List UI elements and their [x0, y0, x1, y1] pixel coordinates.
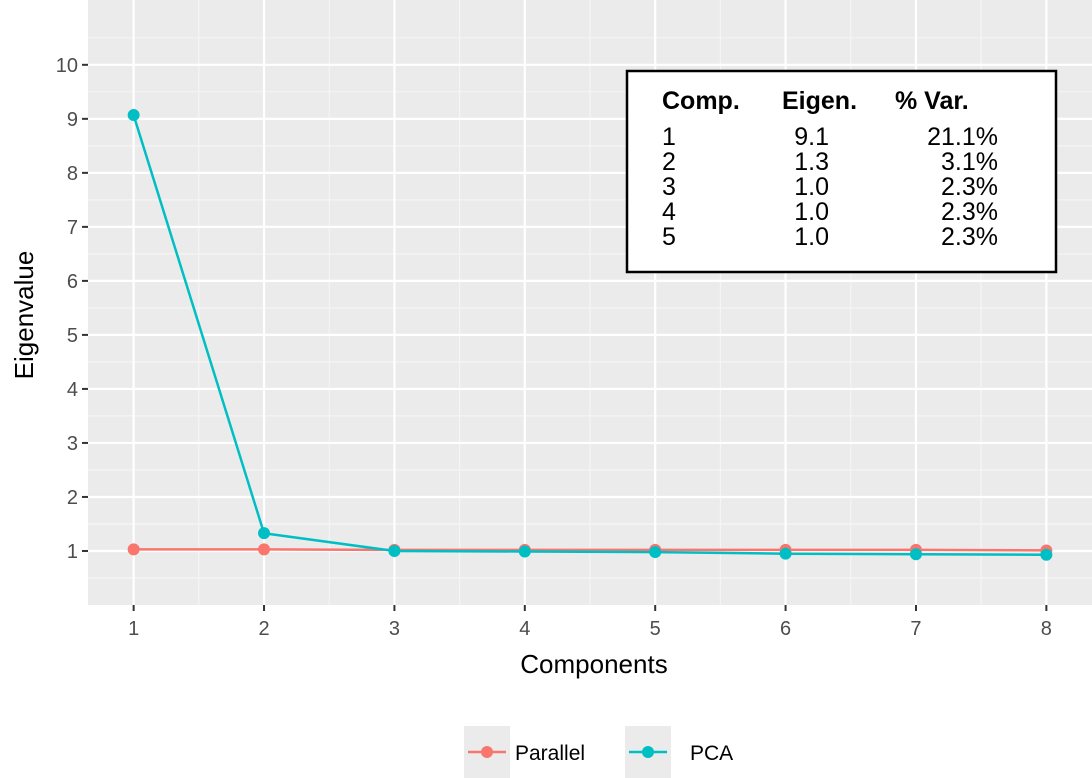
x-tick-label: 6 [780, 618, 791, 640]
x-tick-label: 3 [389, 618, 400, 640]
x-tick-label: 7 [910, 618, 921, 640]
y-tick-label: 4 [67, 379, 78, 401]
x-tick-label: 1 [128, 618, 139, 640]
pca-data-point [1040, 548, 1053, 561]
pca-data-point [518, 545, 531, 558]
y-tick-label: 3 [67, 433, 78, 455]
pca-legend-point [642, 746, 654, 758]
table-cell: 2.3% [941, 198, 998, 226]
table-header-cell: % Var. [895, 87, 969, 115]
stats-table: Comp. Eigen. % Var. 1 9.1 21.1% 2 1.3 3.1% 3 1.0 2.… [625, 69, 1058, 274]
y-tick-label: 10 [56, 55, 78, 77]
y-tick-label: 6 [67, 271, 78, 293]
table-cell: 3.1% [941, 148, 998, 176]
pca-data-point [258, 527, 271, 540]
pca-series-line [132, 114, 1047, 557]
pca-data-point [909, 548, 922, 561]
table-cell: 1 [662, 123, 676, 151]
table-cell: 9.1 [794, 123, 829, 151]
parallel-legend-point [481, 746, 493, 758]
x-axis-title: Components [520, 649, 667, 679]
y-tick-label: 9 [67, 109, 78, 131]
parallel-legend-label: Parallel [515, 742, 585, 765]
legend: Parallel PCA [464, 726, 733, 778]
y-tick-label: 8 [67, 163, 78, 185]
table-cell: 5 [662, 223, 676, 251]
parallel-data-point [258, 543, 271, 556]
pca-data-point [779, 547, 792, 560]
table-cell: 2.3% [941, 173, 998, 201]
table-cell: 2.3% [941, 223, 998, 251]
x-tick-label: 4 [519, 618, 530, 640]
table-cell: 2 [662, 148, 676, 176]
pca-data-point [649, 546, 662, 559]
table-cell: 1.0 [794, 173, 829, 201]
table-cell: 21.1% [927, 123, 998, 151]
y-tick-label: 7 [67, 217, 78, 239]
y-tick-label: 2 [67, 487, 78, 509]
series-layer [127, 109, 1053, 561]
table-header-cell: Comp. [662, 87, 740, 115]
x-tick-label: 2 [258, 618, 269, 640]
parallel-series-line [133, 548, 1047, 552]
pca-data-point [127, 109, 140, 122]
y-tick-label: 1 [67, 541, 78, 563]
parallel-data-point [127, 543, 140, 556]
table-cell: 3 [662, 173, 676, 201]
y-axis: 1 2 3 4 5 6 7 8 9 10 [56, 55, 88, 563]
table-cell: 1.0 [794, 198, 829, 226]
table-cell: 1.0 [794, 223, 829, 251]
table-header-cell: Eigen. [782, 87, 857, 115]
pca-data-point [388, 544, 401, 557]
x-tick-label: 8 [1041, 618, 1052, 640]
x-tick-label: 5 [650, 618, 661, 640]
table-cell: 4 [662, 198, 676, 226]
y-tick-label: 5 [67, 325, 78, 347]
pca-legend-label: PCA [690, 742, 733, 765]
stats-table-box [625, 69, 1058, 274]
x-axis: 1 2 3 4 5 6 7 8 [128, 605, 1052, 640]
table-cell: 1.3 [794, 148, 829, 176]
y-axis-title: Eigenvalue [9, 251, 39, 380]
